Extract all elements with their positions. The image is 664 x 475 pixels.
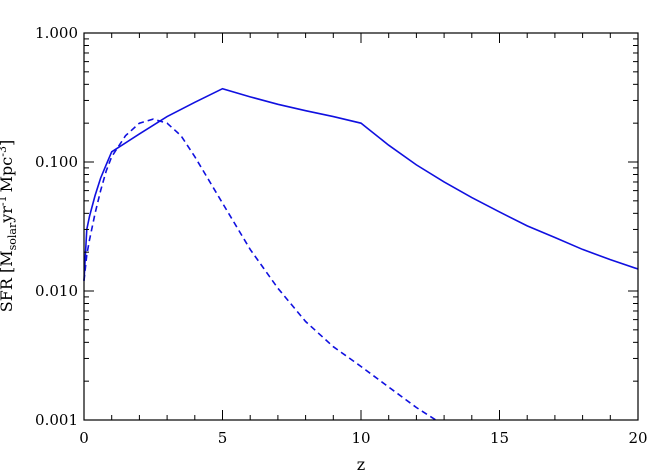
y-label-mpc: Mpc bbox=[0, 157, 16, 193]
y-label-sub: solar bbox=[6, 222, 19, 250]
x-axis-label: z bbox=[357, 455, 365, 474]
plot-lines bbox=[83, 87, 639, 421]
y-label-yr: yr bbox=[0, 206, 16, 224]
series-dashed-line bbox=[83, 118, 437, 421]
y-tick-label: 0.010 bbox=[35, 282, 78, 300]
series-solid-line bbox=[83, 87, 639, 281]
x-tick-label: 5 bbox=[218, 429, 228, 447]
y-tick-label: 0.100 bbox=[35, 153, 78, 171]
x-tick-label: 0 bbox=[79, 429, 89, 447]
y-tick-label: 1.000 bbox=[35, 24, 78, 42]
tick-labels: 0 5 10 15 20 0.001 0.010 0.100 1.000 bbox=[35, 24, 648, 447]
x-tick-label: 15 bbox=[490, 429, 509, 447]
y-label-main: SFR [M bbox=[0, 250, 16, 312]
x-tick-label: 10 bbox=[351, 429, 370, 447]
y-label-end: ] bbox=[0, 140, 16, 146]
axis-ticks bbox=[83, 32, 639, 421]
y-axis-label: SFR [Msolaryr-1 Mpc-3] bbox=[0, 140, 19, 312]
y-label-sup2: -3 bbox=[0, 146, 9, 157]
x-tick-label: 20 bbox=[628, 429, 647, 447]
y-label-sup1: -1 bbox=[0, 195, 9, 206]
y-tick-label: 0.001 bbox=[35, 411, 78, 429]
plot-frame bbox=[83, 32, 639, 421]
